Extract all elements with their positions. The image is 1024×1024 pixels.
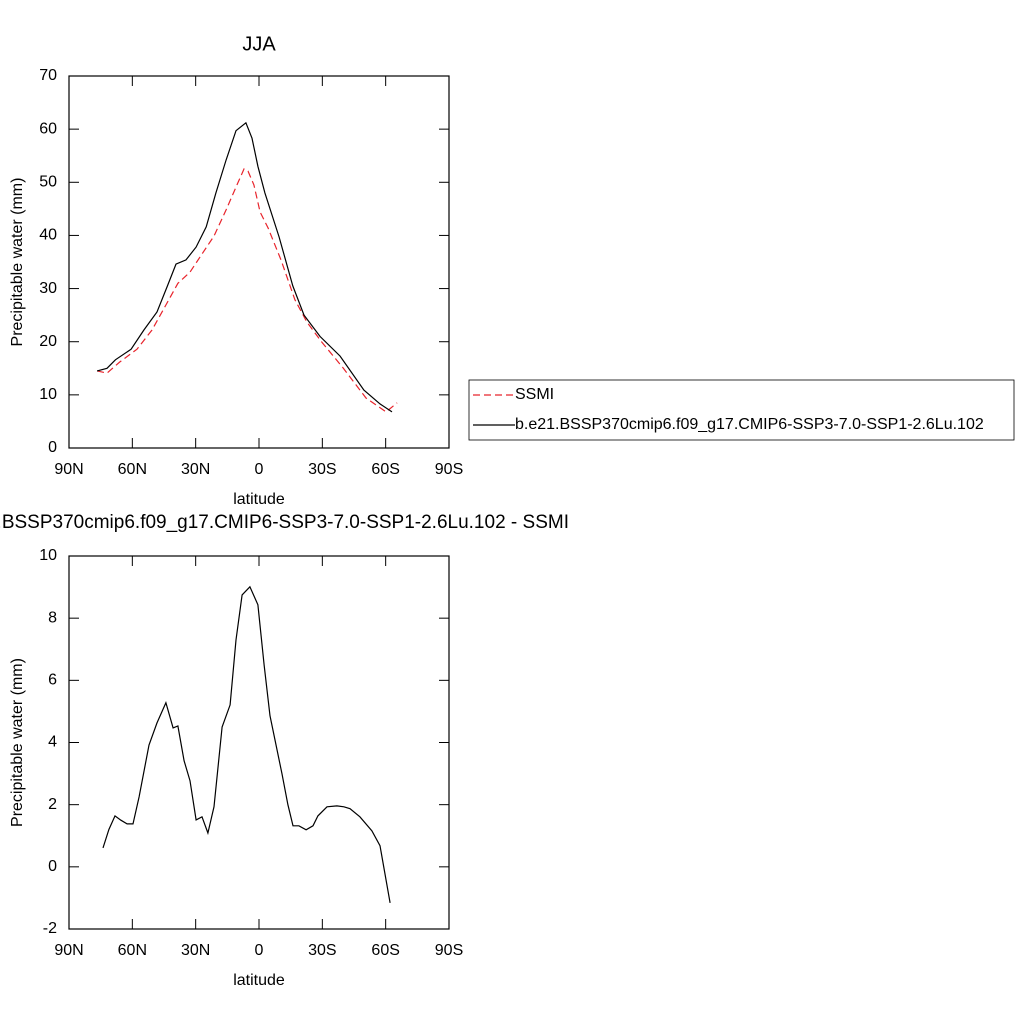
legend-frame <box>468 379 1015 441</box>
x-tick-label: 90N <box>54 461 83 478</box>
plot-frame <box>68 555 450 930</box>
x-tick-label: 0 <box>255 461 264 478</box>
x-tick-label: 90S <box>435 461 463 478</box>
chart-title: JJA <box>242 33 276 55</box>
x-tick-label: 90S <box>435 942 463 959</box>
y-axis-label: Precipitable water (mm) <box>9 178 26 347</box>
x-tick-label: 0 <box>255 942 264 959</box>
y-tick-label: 6 <box>48 672 57 689</box>
y-tick-label: 60 <box>39 120 57 137</box>
chart-title: b.e21.BSSP370cmip6.f09_g17.CMIP6-SSP3-7.… <box>0 512 569 533</box>
legend-label: SSMI <box>515 386 554 403</box>
y-tick-label: 4 <box>48 734 57 751</box>
y-tick-label: 50 <box>39 174 57 191</box>
x-tick-label: 90N <box>54 942 83 959</box>
x-tick-label: 60S <box>371 942 399 959</box>
y-tick-label: 20 <box>39 333 57 350</box>
x-tick-label: 60N <box>118 942 147 959</box>
x-tick-label: 30N <box>181 461 210 478</box>
x-axis-label: latitude <box>233 972 285 989</box>
legend-label: b.e21.BSSP370cmip6.f09_g17.CMIP6-SSP3-7.… <box>515 416 984 433</box>
y-tick-label: 2 <box>48 796 57 813</box>
x-tick-label: 60N <box>118 461 147 478</box>
x-tick-label: 30S <box>308 461 336 478</box>
data-line <box>102 585 391 904</box>
y-tick-label: 70 <box>39 67 57 84</box>
x-tick-label: 30S <box>308 942 336 959</box>
y-tick-label: 0 <box>48 858 57 875</box>
plot-frame <box>68 75 450 449</box>
y-axis-label: Precipitable water (mm) <box>9 658 26 827</box>
y-tick-label: 8 <box>48 609 57 626</box>
data-line <box>96 121 393 413</box>
y-tick-label: 40 <box>39 227 57 244</box>
y-tick-label: 30 <box>39 280 57 297</box>
y-tick-label: 10 <box>39 386 57 403</box>
y-tick-label: 0 <box>48 439 57 456</box>
data-line <box>96 168 398 413</box>
y-tick-label: 10 <box>39 547 57 564</box>
x-tick-label: 60S <box>371 461 399 478</box>
x-axis-label: latitude <box>233 491 285 508</box>
y-tick-label: -2 <box>43 920 57 937</box>
x-tick-label: 30N <box>181 942 210 959</box>
